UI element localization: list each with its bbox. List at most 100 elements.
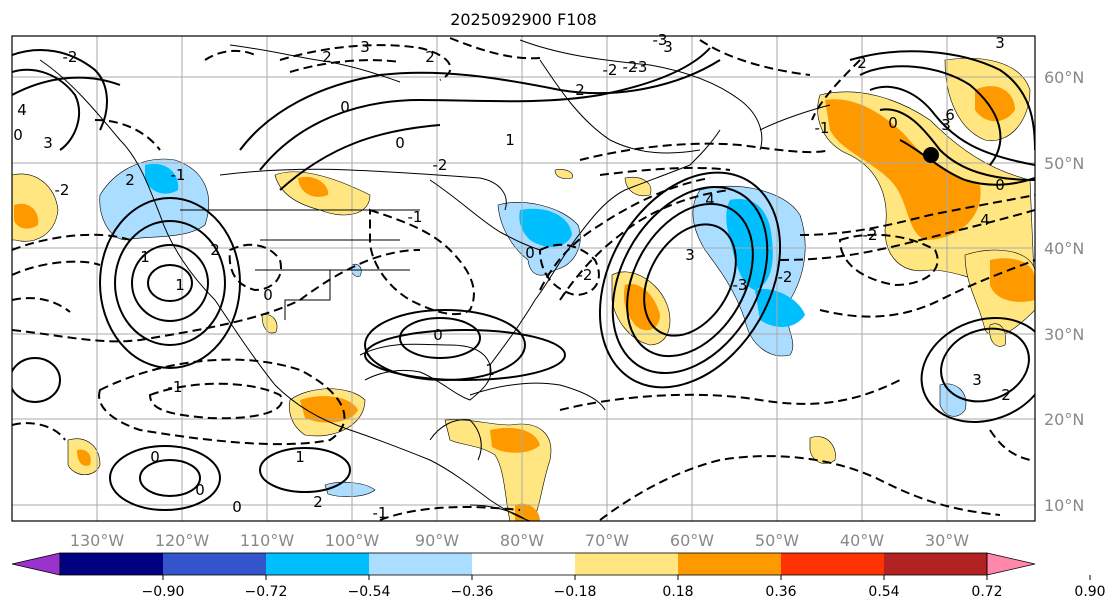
lat-label: 60°N [1044, 68, 1084, 87]
contour-label: -1 [373, 504, 388, 522]
colorbar-segment [369, 553, 473, 575]
lon-label: 120°W [155, 531, 210, 550]
latitude-axis: 60°N 50°N 40°N 30°N 20°N 10°N [1044, 68, 1084, 515]
colorbar-tick-label: −0.18 [554, 584, 597, 600]
colorbar-segment [575, 553, 679, 575]
lon-label: 40°W [840, 531, 884, 550]
center-marker [923, 147, 939, 163]
colorbar-segment [163, 553, 267, 575]
map-frame [11, 35, 1036, 522]
contour-label: 1 [295, 448, 305, 466]
contour-label: 2 [322, 48, 332, 66]
lon-label: 30°W [925, 531, 969, 550]
colorbar-tick-label: 0.36 [765, 584, 796, 600]
colorbar-segment [472, 553, 576, 575]
map-title: 2025092900 F108 [450, 10, 597, 29]
colorbar-tick-label: 0.90 [1074, 584, 1105, 600]
colorbar-tick-label: 0.18 [662, 584, 693, 600]
lon-label: 70°W [585, 531, 629, 550]
lon-label: 90°W [415, 531, 459, 550]
contour-label: -3 [653, 31, 668, 49]
contour-label: 2 [210, 241, 220, 259]
contour-label: 0 [340, 98, 350, 116]
contour-label: -1 [168, 378, 183, 396]
negative-contours [12, 37, 1035, 521]
colorbar-outline [59, 552, 988, 576]
graticule [12, 36, 1035, 521]
contour-label: -1 [408, 208, 423, 226]
contour-label: 3 [995, 34, 1005, 52]
colorbar-tick-label: −0.54 [348, 584, 391, 600]
colorbar-extend-max [986, 552, 1036, 576]
colorbar-extend-min [11, 552, 61, 576]
contour-label: -2 [433, 156, 448, 174]
lat-label: 50°N [1044, 154, 1084, 173]
contour-label: -2 [863, 226, 878, 244]
contour-label: 4 [17, 101, 27, 119]
contour-label: 1 [505, 131, 515, 149]
lon-label: 110°W [240, 531, 295, 550]
contour-label: 2 [425, 48, 435, 66]
lon-label: 50°W [755, 531, 799, 550]
lat-label: 40°N [1044, 239, 1084, 258]
colorbar-segment [266, 553, 370, 575]
colorbar-tick-label: 0.72 [971, 584, 1002, 600]
contour-label: 0 [195, 481, 205, 499]
contour-label: -2 [63, 48, 78, 66]
contour-label: -1 [171, 166, 186, 184]
contour-label: 2 [857, 54, 867, 72]
contour-label: 2 [125, 171, 135, 189]
contour-label: 0 [13, 126, 23, 144]
colorbar [11, 552, 1036, 576]
colorbar-tick-label: −0.90 [142, 584, 185, 600]
contour-label: 3 [972, 371, 982, 389]
contour-label: 0 [525, 244, 535, 262]
lon-label: 80°W [500, 531, 544, 550]
contour-label: 1 [485, 361, 495, 379]
contour-label: -2 [623, 58, 638, 76]
lon-label: 100°W [325, 531, 380, 550]
colorbar-ticks: −0.90 −0.72 −0.54 −0.36 −0.18 0.18 0.36 0.54 0.7… [142, 575, 1105, 600]
contour-label: 1 [175, 276, 185, 294]
contour-label: -2 [603, 61, 618, 79]
contour-label: 0 [232, 498, 242, 516]
contour-label: 3 [360, 38, 370, 56]
contour-label: -2 [55, 181, 70, 199]
lon-label: 130°W [70, 531, 125, 550]
contour-label: 3 [663, 38, 673, 56]
contour-label: 2 [575, 81, 585, 99]
positive-contours [12, 47, 1035, 511]
colorbar-segment [884, 553, 988, 575]
lat-label: 10°N [1044, 496, 1084, 515]
contour-label: 2 [1001, 386, 1011, 404]
lon-label: 60°W [670, 531, 714, 550]
longitude-axis: 130°W 120°W 110°W 100°W 90°W 80°W 70°W 6… [70, 531, 969, 550]
contour-label: -2 [778, 268, 793, 286]
contour-label: 1 [140, 248, 150, 266]
contour-label: 2 [313, 493, 323, 511]
contour-label: 0 [433, 326, 443, 344]
contour-label: 3 [685, 246, 695, 264]
colorbar-segment [678, 553, 782, 575]
contour-label: 4 [980, 211, 990, 229]
contour-label: 3 [941, 116, 951, 134]
contour-label: -3 [733, 276, 748, 294]
contour-label: -1 [815, 119, 830, 137]
colorbar-tick-label: −0.36 [451, 584, 494, 600]
contour-label: 6 [945, 106, 955, 124]
colorbar-segment [781, 553, 885, 575]
lat-label: 30°N [1044, 325, 1084, 344]
contour-label: 0 [150, 448, 160, 466]
colorbar-tick-label: 0.54 [868, 584, 899, 600]
colorbar-segment [60, 553, 164, 575]
contour-label: 3 [43, 134, 53, 152]
contour-label: 4 [705, 191, 715, 209]
map-content [12, 36, 1035, 521]
contour-label: 0 [395, 134, 405, 152]
contour-label: -2 [578, 266, 593, 284]
colorbar-tick-label: −0.72 [245, 584, 288, 600]
contour-label: 0 [888, 114, 898, 132]
lat-label: 20°N [1044, 410, 1084, 429]
